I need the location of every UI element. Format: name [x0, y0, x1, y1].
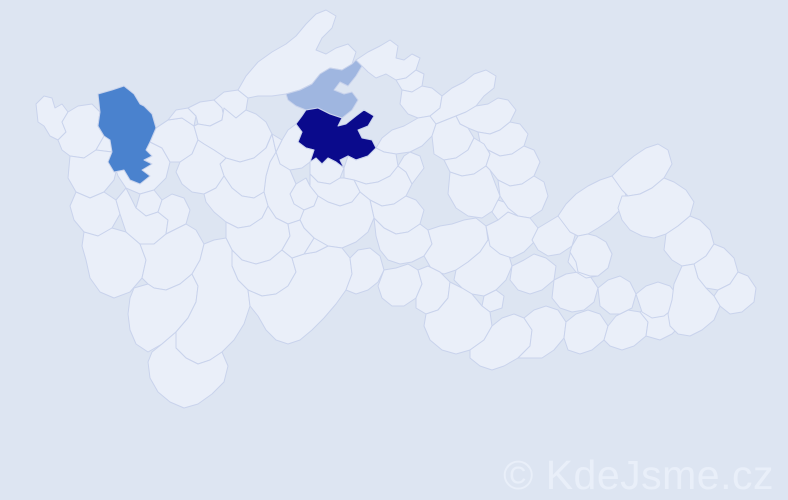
district-nachod[interactable]: [455, 97, 517, 135]
district-vyskov[interactable]: [509, 253, 557, 295]
district-chomutov-hl[interactable]: [97, 85, 157, 185]
district-sumperk-s[interactable]: [569, 233, 613, 277]
district-prerov[interactable]: [597, 275, 637, 315]
district-hradec-kralove[interactable]: [431, 115, 475, 161]
district-svitavy-n[interactable]: [491, 199, 519, 221]
district-liberec[interactable]: [355, 39, 421, 81]
district-tabor-main[interactable]: [281, 219, 315, 259]
district-rokycany[interactable]: [157, 193, 191, 235]
watermark-label: © KdeJsme.cz: [503, 452, 774, 498]
district-pelhrimov[interactable]: [345, 247, 385, 295]
district-breclav[interactable]: [469, 313, 533, 371]
district-sumperk[interactable]: [557, 175, 627, 237]
district-layer: [35, 9, 757, 409]
district-klatovy[interactable]: [81, 227, 147, 299]
district-jicin[interactable]: [375, 115, 437, 155]
district-frydek-mistek[interactable]: [667, 263, 721, 337]
district-kromeriz[interactable]: [551, 271, 599, 313]
district-cesky-krumlov[interactable]: [147, 331, 229, 409]
district-zlin[interactable]: [603, 309, 649, 351]
district-litomerice-s[interactable]: [265, 133, 283, 153]
district-as[interactable]: [35, 95, 69, 141]
district-jihlava[interactable]: [377, 263, 423, 307]
district-cesky-brod[interactable]: [397, 151, 425, 185]
district-uherske-hradiste[interactable]: [563, 309, 609, 355]
district-chrudim[interactable]: [447, 165, 501, 219]
district-rakovnik[interactable]: [175, 139, 227, 195]
district-tachov[interactable]: [67, 149, 119, 199]
